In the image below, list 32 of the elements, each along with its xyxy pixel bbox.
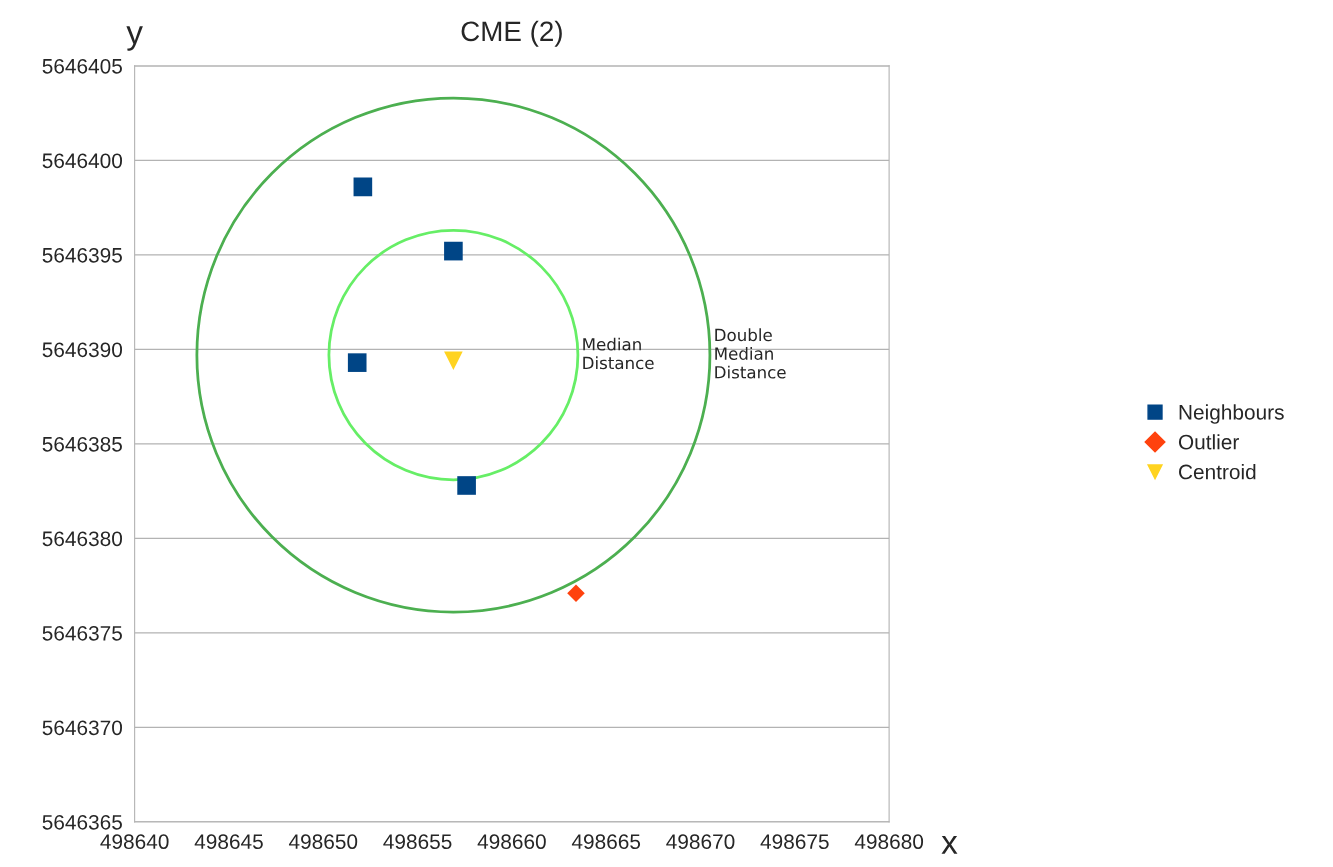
point	[567, 584, 585, 602]
y-tick-label: 5646400	[42, 153, 123, 169]
point	[444, 241, 463, 261]
x-axis-title: x	[941, 836, 958, 854]
x-tick-label: 498645	[194, 834, 263, 850]
x-tick-label: 498675	[760, 834, 829, 850]
x-tick-label: 498670	[666, 834, 735, 850]
point	[353, 177, 373, 197]
x-tick-label: 498655	[383, 834, 452, 850]
x-tick-label: 498660	[477, 834, 546, 850]
y-tick-label: 5646380	[42, 531, 123, 547]
point	[444, 351, 463, 371]
annotation: Median Distance	[583, 337, 654, 370]
point	[457, 476, 476, 495]
x-tick-label: 498650	[288, 834, 358, 850]
x-tick-label: 498665	[571, 834, 641, 850]
y-tick-label: 5646395	[42, 247, 122, 263]
y-tick-label: 5646390	[42, 342, 123, 358]
y-tick-label: 5646385	[42, 436, 122, 452]
legend-label: Neighbours	[1179, 404, 1284, 424]
legend-label: Outlier	[1178, 434, 1239, 450]
y-tick-label: 5646370	[42, 720, 123, 736]
legend-label: Centroid	[1179, 464, 1256, 480]
y-tick-label: 5646375	[42, 625, 122, 641]
point	[347, 353, 367, 372]
chart-title: CME (2)	[461, 20, 562, 47]
x-tick-label: 498640	[100, 834, 169, 850]
annotation: Double Median Distance	[715, 328, 786, 379]
y-axis-title: y	[126, 26, 143, 51]
x-tick-label: 498680	[854, 834, 924, 850]
y-tick-label: 5646405	[42, 58, 122, 74]
y-tick-label: 5646365	[42, 814, 122, 830]
